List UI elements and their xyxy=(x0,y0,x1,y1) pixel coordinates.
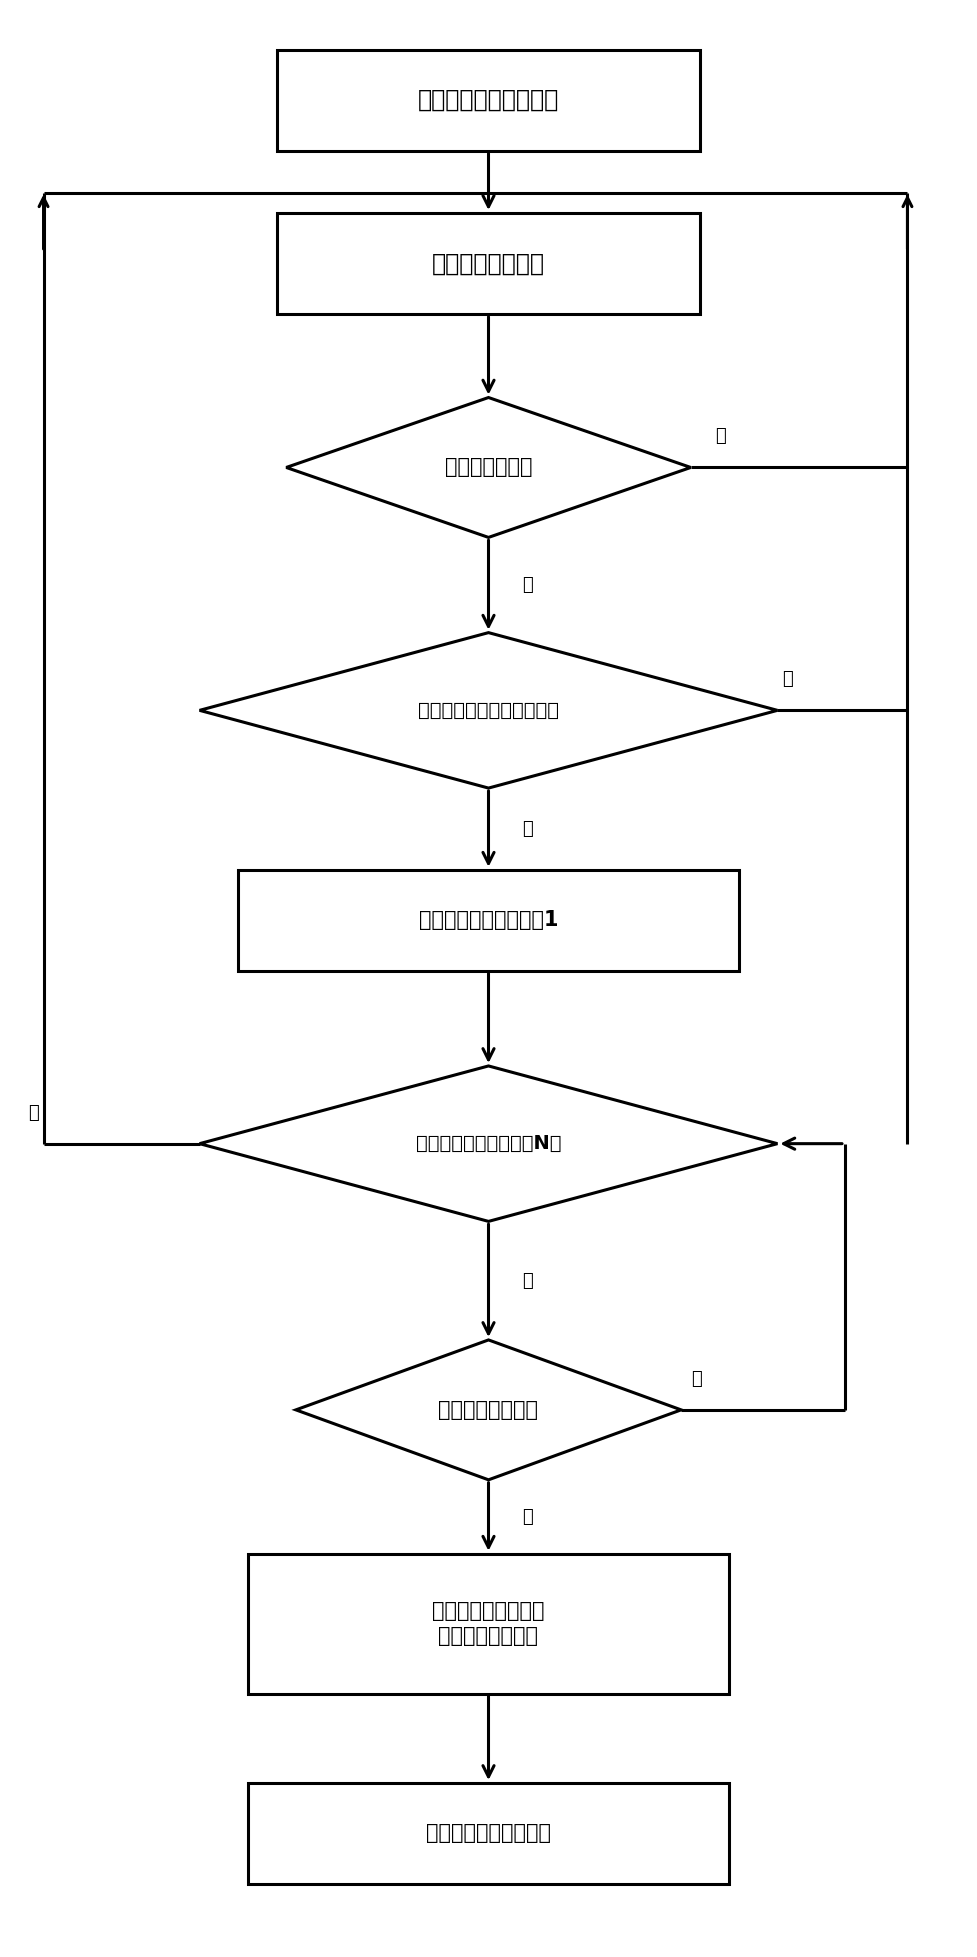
Text: 车窗玻璃不到顶也不到底？: 车窗玻璃不到顶也不到底？ xyxy=(418,701,559,720)
Text: 车窗玻璃动作？: 车窗玻璃动作？ xyxy=(445,458,532,478)
Text: 车窗玻璃动作监控: 车窗玻璃动作监控 xyxy=(432,250,545,276)
Polygon shape xyxy=(286,397,691,538)
Text: 是: 是 xyxy=(522,1507,532,1526)
Bar xyxy=(276,49,701,151)
Text: 是: 是 xyxy=(522,1272,532,1290)
Text: 否: 否 xyxy=(691,1370,701,1388)
Text: 否: 否 xyxy=(28,1104,39,1121)
Bar xyxy=(248,1783,729,1885)
Polygon shape xyxy=(199,632,778,789)
Text: 车窗玻璃动作则次数加1: 车窗玻璃动作则次数加1 xyxy=(419,910,558,930)
Text: 否: 否 xyxy=(783,669,793,689)
Polygon shape xyxy=(199,1067,778,1221)
Text: 有执行下降操作？: 有执行下降操作？ xyxy=(439,1399,538,1421)
Text: 纹波车窗行程校准开始: 纹波车窗行程校准开始 xyxy=(418,88,559,112)
Text: 将车窗玻璃下降到底
执行车窗行程校准: 将车窗玻璃下降到底 执行车窗行程校准 xyxy=(432,1601,545,1646)
Bar xyxy=(238,869,739,971)
Text: 纹波车窗行程校准结束: 纹波车窗行程校准结束 xyxy=(426,1824,551,1843)
Polygon shape xyxy=(296,1341,681,1479)
Bar xyxy=(248,1554,729,1693)
Bar xyxy=(276,213,701,313)
Text: 是: 是 xyxy=(522,820,532,838)
Text: 否: 否 xyxy=(715,427,726,446)
Text: 是: 是 xyxy=(522,575,532,595)
Text: 车窗玻璃动作次数大于N？: 车窗玻璃动作次数大于N？ xyxy=(416,1135,561,1153)
